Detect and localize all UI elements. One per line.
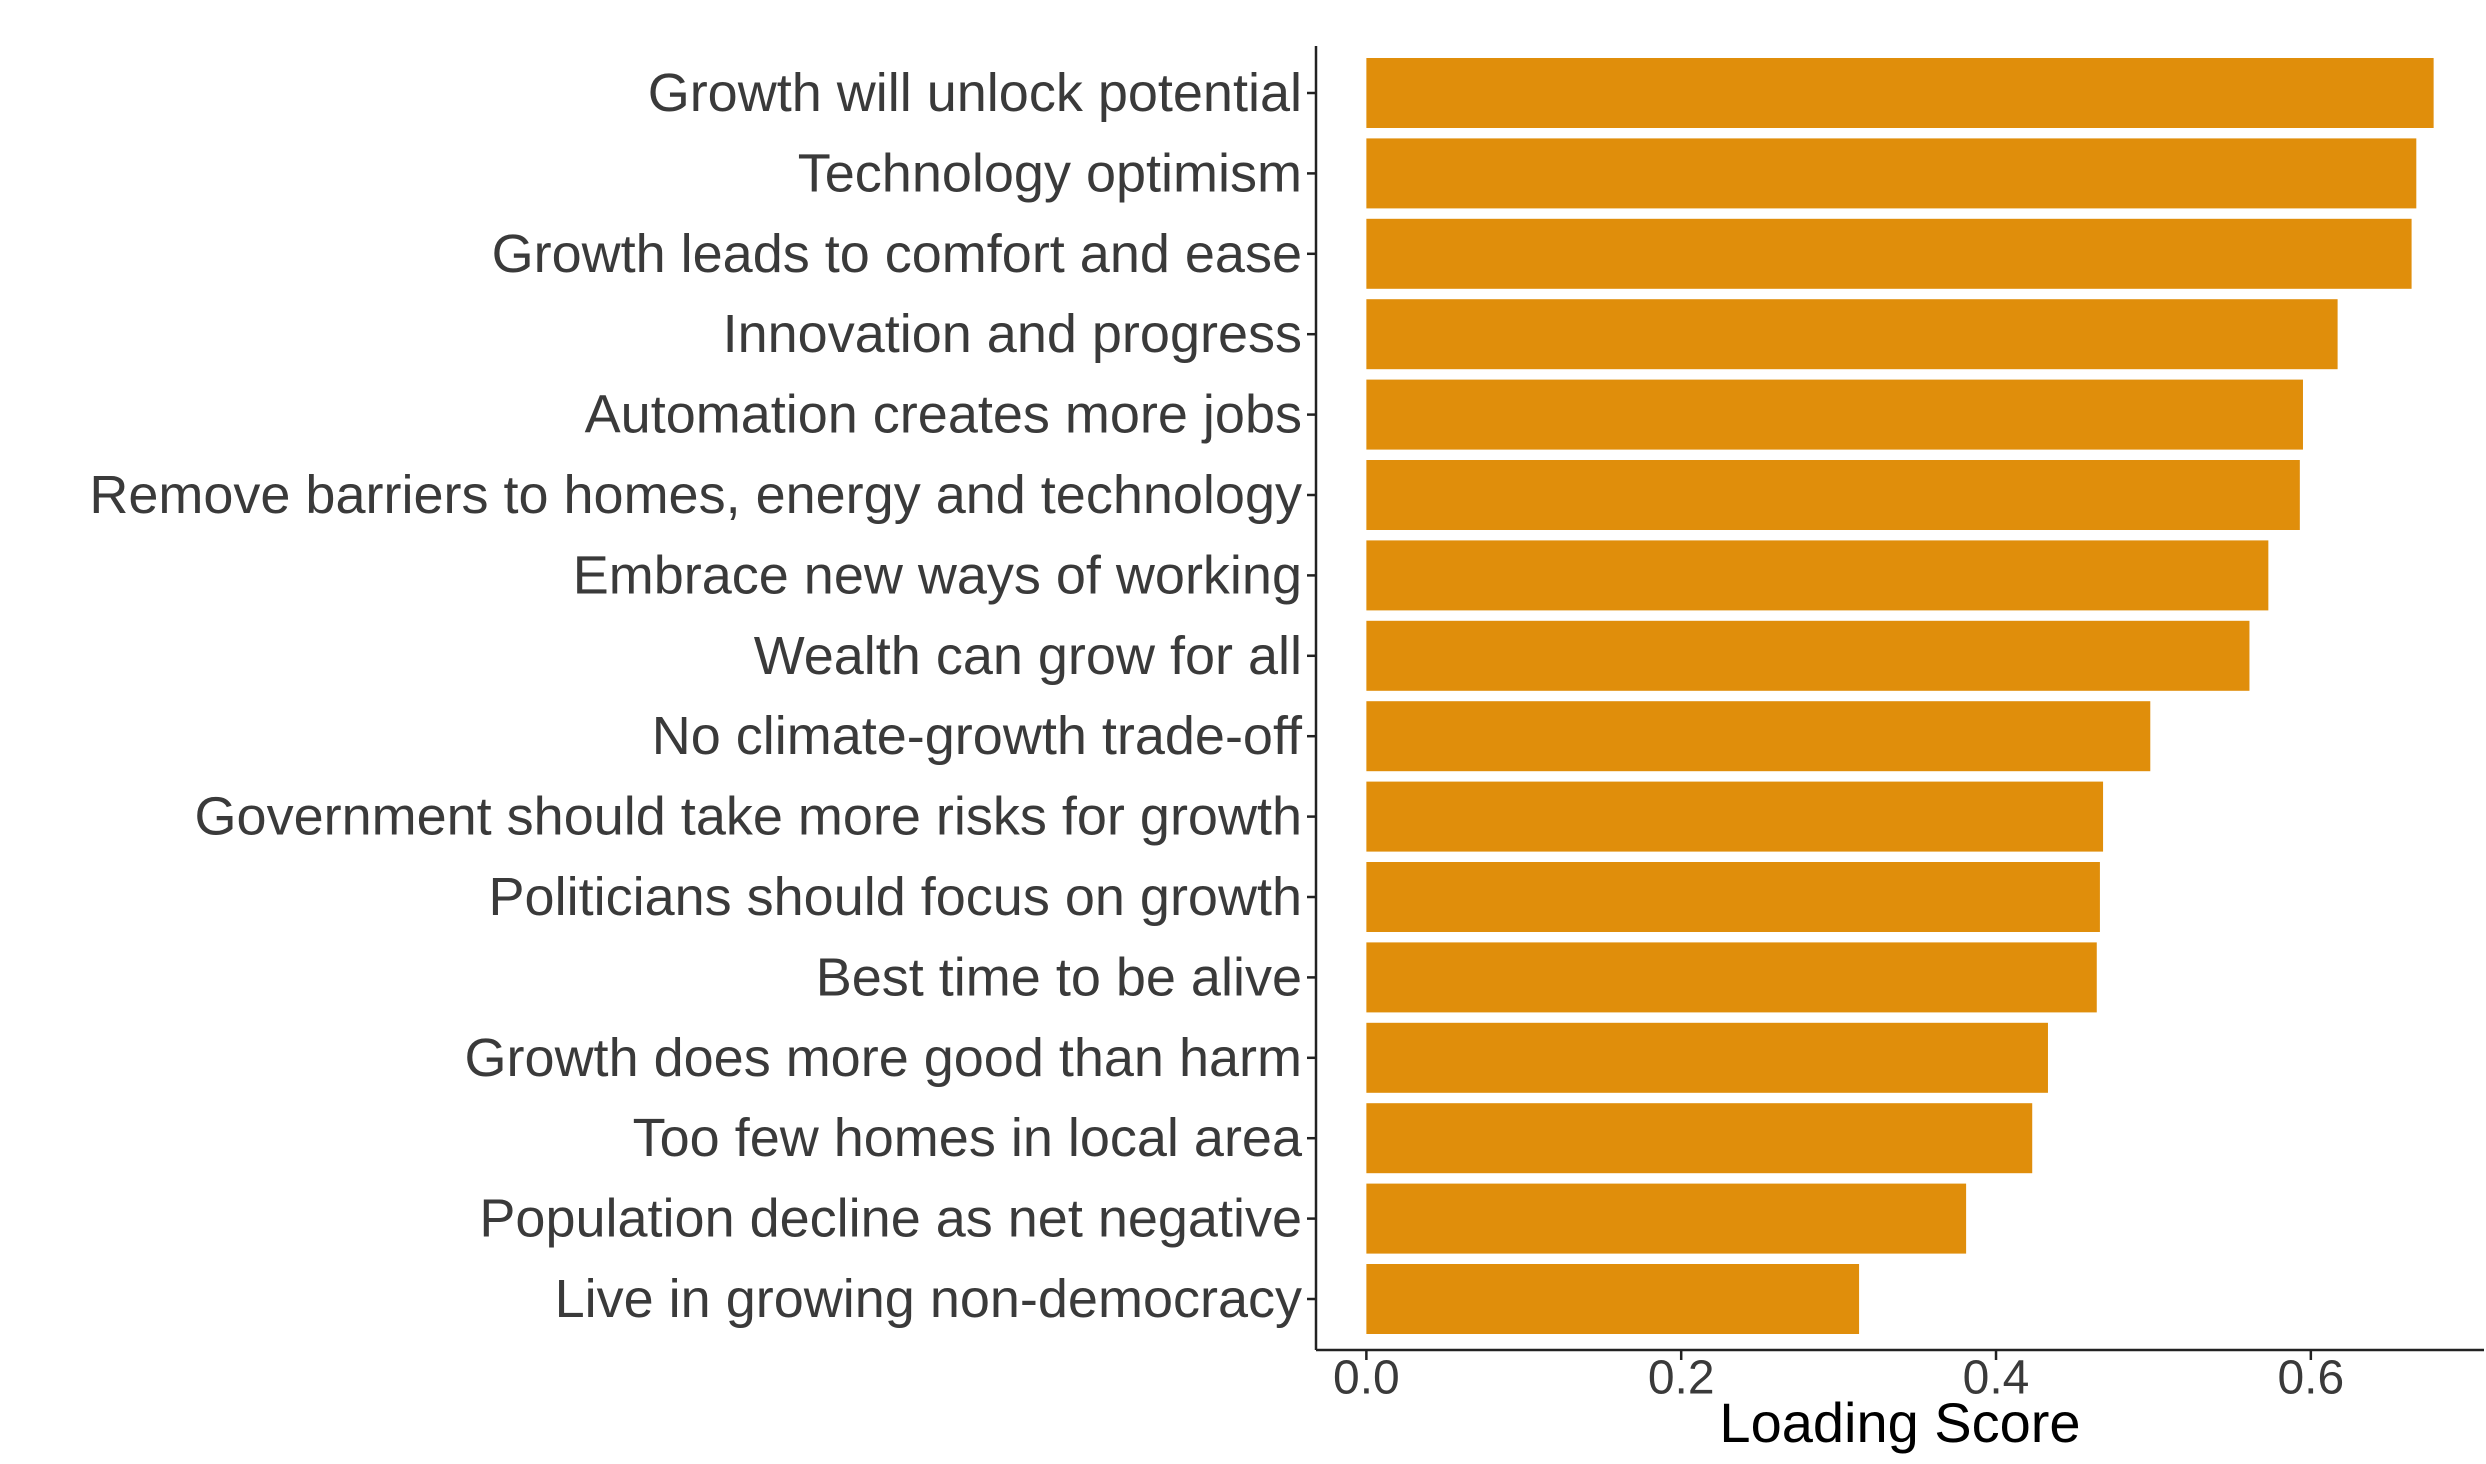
category-label: Embrace new ways of working <box>573 545 1302 605</box>
category-label: Live in growing non-democracy <box>555 1269 1302 1329</box>
category-label: Population decline as net negative <box>479 1189 1302 1249</box>
bars <box>1366 58 2434 1334</box>
bar <box>1366 540 2269 611</box>
bar <box>1366 138 2417 209</box>
bar <box>1366 1183 1967 1254</box>
category-label: No climate-growth trade-off <box>652 706 1303 766</box>
x-tick-label: 0.2 <box>1648 1352 1715 1405</box>
axes <box>1307 46 2484 1352</box>
bar <box>1366 620 2250 691</box>
x-ticks: 0.0 0.2 0.4 0.6 <box>1333 1350 2344 1405</box>
x-tick-label: 0.0 <box>1333 1352 1400 1405</box>
bar <box>1366 460 2300 530</box>
x-axis-title: Loading Score <box>1719 1391 2080 1454</box>
category-label: Growth leads to comfort and ease <box>492 224 1302 284</box>
bar <box>1366 379 2303 450</box>
category-label: Growth does more good than harm <box>465 1028 1302 1088</box>
bar <box>1366 862 2100 932</box>
category-label: Innovation and progress <box>723 304 1302 364</box>
bar <box>1366 1022 2048 1093</box>
category-label: Automation creates more jobs <box>585 385 1302 445</box>
bar <box>1366 701 2151 772</box>
x-tick-label: 0.4 <box>1963 1352 2030 1405</box>
bar <box>1366 781 2104 852</box>
category-label: Wealth can grow for all <box>754 626 1302 686</box>
x-tick-label: 0.6 <box>2277 1352 2344 1405</box>
bar <box>1366 58 2434 128</box>
category-label: Government should take more risks for gr… <box>195 787 1302 847</box>
category-label: Remove barriers to homes, energy and tec… <box>89 465 1302 525</box>
bar <box>1366 1264 1860 1334</box>
bar <box>1366 1103 2033 1174</box>
category-label: Politicians should focus on growth <box>489 867 1302 927</box>
category-labels: Growth will unlock potential Technology o… <box>89 63 1303 1329</box>
category-label: Too few homes in local area <box>633 1108 1303 1168</box>
category-label: Best time to be alive <box>816 947 1302 1007</box>
category-label: Technology optimism <box>798 143 1302 203</box>
bar <box>1366 299 2338 370</box>
bar <box>1366 942 2097 1013</box>
bar <box>1366 218 2412 289</box>
category-label: Growth will unlock potential <box>648 63 1302 123</box>
